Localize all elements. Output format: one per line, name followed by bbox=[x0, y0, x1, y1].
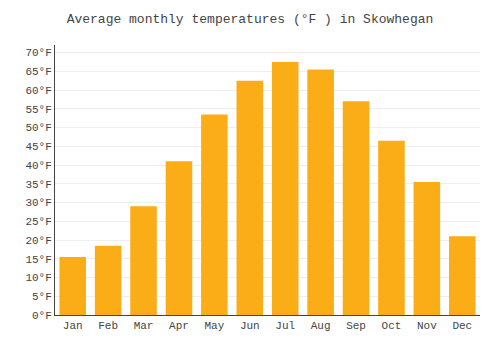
svg-text:40°F: 40°F bbox=[25, 160, 51, 172]
svg-text:20°F: 20°F bbox=[25, 235, 51, 247]
svg-text:30°F: 30°F bbox=[25, 197, 51, 209]
svg-text:70°F: 70°F bbox=[25, 47, 51, 59]
svg-text:10°F: 10°F bbox=[25, 272, 51, 284]
svg-text:35°F: 35°F bbox=[25, 179, 51, 191]
svg-text:Mar: Mar bbox=[134, 320, 154, 332]
svg-text:Average monthly temperatures (: Average monthly temperatures (°F ) in Sk… bbox=[67, 12, 434, 27]
svg-text:Sep: Sep bbox=[346, 320, 366, 332]
svg-text:0°F: 0°F bbox=[32, 310, 52, 322]
svg-text:May: May bbox=[204, 320, 224, 332]
svg-text:50°F: 50°F bbox=[25, 122, 51, 134]
svg-text:Feb: Feb bbox=[98, 320, 118, 332]
svg-text:25°F: 25°F bbox=[25, 216, 51, 228]
svg-text:60°F: 60°F bbox=[25, 85, 51, 97]
svg-text:Aug: Aug bbox=[311, 320, 331, 332]
svg-text:65°F: 65°F bbox=[25, 66, 51, 78]
svg-text:45°F: 45°F bbox=[25, 141, 51, 153]
svg-text:Jul: Jul bbox=[275, 320, 295, 332]
svg-text:Dec: Dec bbox=[452, 320, 472, 332]
svg-text:15°F: 15°F bbox=[25, 254, 51, 266]
svg-text:Oct: Oct bbox=[382, 320, 402, 332]
svg-text:Jan: Jan bbox=[63, 320, 83, 332]
svg-text:5°F: 5°F bbox=[32, 291, 52, 303]
svg-text:Apr: Apr bbox=[169, 320, 189, 332]
svg-text:55°F: 55°F bbox=[25, 104, 51, 116]
svg-text:Nov: Nov bbox=[417, 320, 437, 332]
svg-text:Jun: Jun bbox=[240, 320, 260, 332]
